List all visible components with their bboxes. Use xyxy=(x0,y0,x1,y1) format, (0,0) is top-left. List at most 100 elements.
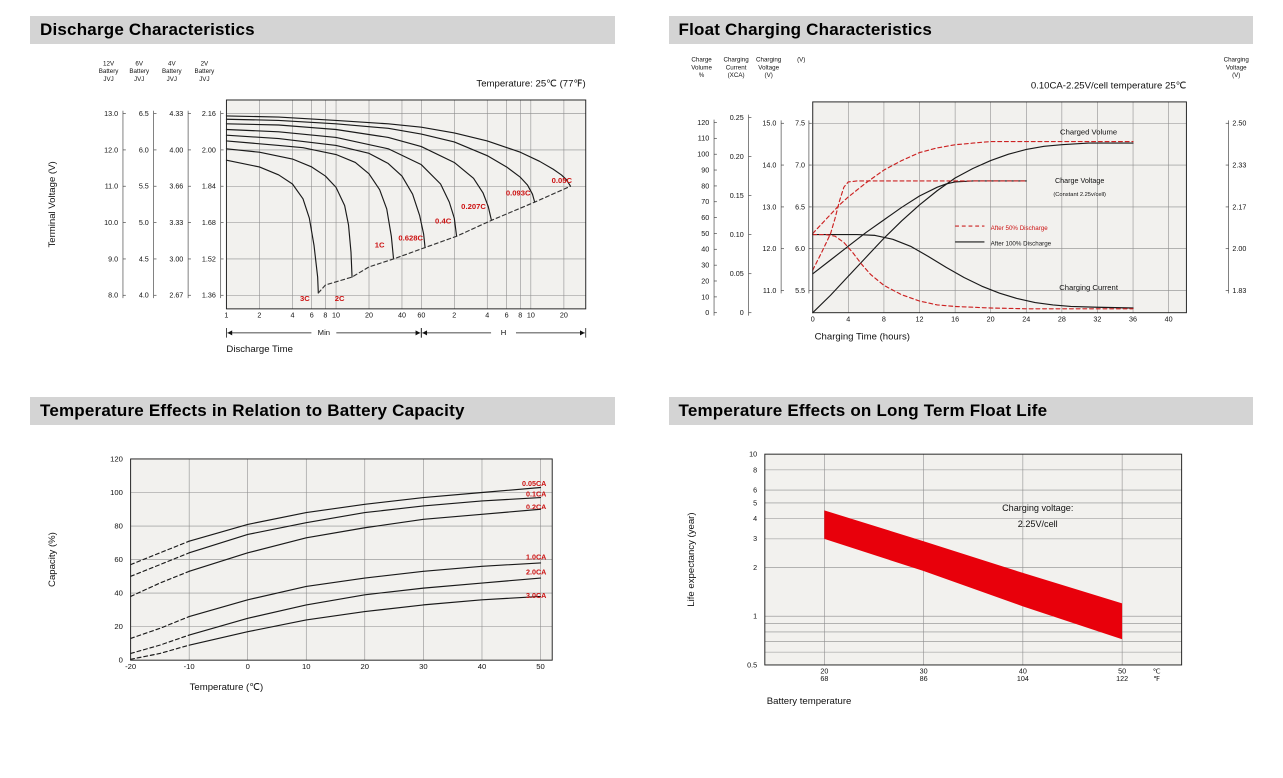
axis-title: Battery xyxy=(129,68,150,75)
series-charged-volume-50 xyxy=(811,141,1134,235)
y-tick-label: 20 xyxy=(114,622,123,631)
y-tick-label: 0 xyxy=(705,309,709,317)
curve-label: 1.0CA xyxy=(526,553,546,561)
series-0.207c xyxy=(225,123,493,221)
annotation-x_title: Battery temperature xyxy=(766,696,851,707)
plot-border xyxy=(225,99,587,310)
y-tick-label: 10.0 xyxy=(104,219,118,227)
chart-svg-discharge: 1 2 4 6 8 10 20 40 60 2 4 6 8 10 2012VBatteryJVJ13.012… xyxy=(47,60,587,355)
annotation-x_title: Temperature (℃) xyxy=(190,681,264,692)
y-tick-label: 110 xyxy=(697,135,708,143)
x-tick-label: 68 xyxy=(820,674,828,682)
arrowhead-left xyxy=(227,330,233,336)
x-tick-label: 24 xyxy=(1022,315,1030,323)
x-tick-label: 20 xyxy=(820,667,828,675)
series-3.0ca xyxy=(130,644,190,660)
curve-label: 0.207C xyxy=(461,202,486,211)
y-tick-label: 3.00 xyxy=(169,255,183,263)
series-2c xyxy=(225,148,353,278)
axis-title: Battery xyxy=(99,68,120,75)
axis-title: Voltage xyxy=(758,64,779,71)
x-tick-label: 104 xyxy=(1016,674,1028,682)
y-tick-label: 6.5 xyxy=(139,110,149,118)
section-header-float-charging: Float Charging Characteristics xyxy=(668,16,1253,44)
series-0.2ca xyxy=(188,508,542,572)
y-tick-label: 6.0 xyxy=(139,146,149,154)
series-charge-voltage-100 xyxy=(811,180,1027,275)
y-tick-label: 2 xyxy=(753,563,757,571)
y-tick-label: 11.0 xyxy=(105,183,118,191)
series-charging-current-50 xyxy=(811,234,1134,310)
y-tick-label: 1 xyxy=(753,612,757,620)
x-tick-label: 10 xyxy=(527,311,535,319)
series-3c xyxy=(225,159,319,294)
series-0.1ca xyxy=(188,496,542,554)
annotation-x_title: Discharge Time xyxy=(226,344,293,355)
annotation-y_title: Life expectancy (year) xyxy=(685,512,696,606)
plot-border xyxy=(130,458,553,661)
y-tick-label: 4.0 xyxy=(139,292,149,300)
x-tick-label: 40 xyxy=(398,311,406,319)
y-tick-label: 2.00 xyxy=(1232,245,1246,253)
y-tick-label: 6 xyxy=(753,486,757,494)
series-charge-voltage-50 xyxy=(811,180,1027,271)
series-0.2ca xyxy=(130,570,190,597)
axis-title: JVJ xyxy=(167,76,177,83)
curve-label: 0.1CA xyxy=(526,490,546,498)
x-tick-label: 32 xyxy=(1093,315,1101,323)
x-tick-label: 10 xyxy=(302,661,311,670)
curve-label: 0.05C xyxy=(552,176,573,185)
series-2.0ca xyxy=(188,577,542,636)
annotation-y_title: Capacity (%) xyxy=(47,532,58,587)
x-tick-label: 20 xyxy=(361,661,370,670)
curve-label: 0.628C xyxy=(398,234,423,243)
y-tick-label: 2.17 xyxy=(1232,203,1246,211)
series-2.0ca xyxy=(130,634,190,654)
axis-title: Charging xyxy=(723,57,749,64)
y-tick-label: 7.0 xyxy=(795,161,805,169)
series-1c xyxy=(225,140,395,260)
x-tick-label: 40 xyxy=(1018,667,1026,675)
y-tick-label: 2.33 xyxy=(1232,161,1246,169)
y-tick-label: 0.05 xyxy=(729,270,743,278)
y-tick-label: 13.0 xyxy=(762,203,776,211)
x-tick-label: 4 xyxy=(485,311,489,319)
y-tick-label: 2.50 xyxy=(1232,120,1246,128)
x-tick-label: 8 xyxy=(518,311,522,319)
x-tick-label: 122 xyxy=(1116,674,1128,682)
x-tick-label: 8 xyxy=(323,311,327,319)
y-tick-label: 6.0 xyxy=(795,245,805,253)
span-label: H xyxy=(501,328,507,337)
annotation-y_title: Terminal Voltage (V) xyxy=(47,161,58,247)
y-tick-label: 0 xyxy=(119,655,123,664)
x-tick-label: 2 xyxy=(257,311,261,319)
curve-label: After 50% Discharge xyxy=(990,225,1048,232)
curve-label: 0.05CA xyxy=(522,479,546,487)
y-tick-label: 60 xyxy=(701,214,709,222)
y-tick-label: 40 xyxy=(701,246,709,254)
y-tick-label: 2.67 xyxy=(169,292,183,300)
panel-float-charging: Float Charging Characteristics 0 4 8 12 16 20… xyxy=(668,16,1253,361)
axis-title: Voltage xyxy=(1225,64,1246,71)
x-tick-label: 86 xyxy=(919,674,927,682)
y-tick-label: 4.5 xyxy=(139,255,149,263)
x-tick-label: 40 xyxy=(478,661,487,670)
axis-title: Current xyxy=(725,64,746,71)
axis-title: Battery xyxy=(162,68,183,75)
float-life-band xyxy=(823,509,1122,639)
x-tick-label: 6 xyxy=(310,311,314,319)
axis-title: (V) xyxy=(764,72,772,79)
series-0.093c xyxy=(225,118,536,203)
panel-float-life: Temperature Effects on Long Term Float L… xyxy=(668,396,1253,722)
y-tick-label: 1.52 xyxy=(202,255,216,263)
span-label: Min xyxy=(318,328,330,337)
series-0.4c xyxy=(225,128,458,237)
annotation-note: 0.10CA-2.25V/cell temperature 25℃ xyxy=(1030,80,1186,91)
y-tick-label: 30 xyxy=(701,262,709,270)
curve-label: 0.093C xyxy=(506,188,531,197)
arrowhead-right xyxy=(579,330,585,336)
y-tick-label: 3.66 xyxy=(169,183,183,191)
y-tick-label: 70 xyxy=(701,198,709,206)
axis-title: 6V xyxy=(135,60,143,67)
y-tick-label: 20 xyxy=(701,277,709,285)
